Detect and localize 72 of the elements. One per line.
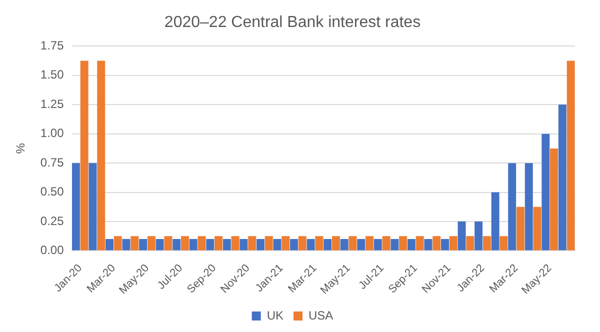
bar [298,236,306,250]
bar [156,239,164,250]
bar [524,163,533,250]
bar [390,239,399,250]
bar [256,239,264,250]
bar [198,236,206,250]
y-tick-label: 0.75 [40,155,64,170]
legend-label: UK [266,308,284,322]
bar [248,236,256,250]
bar [324,239,332,250]
bar [466,236,474,250]
bar [139,239,148,250]
bar [122,239,130,250]
bar [164,236,172,250]
bar [114,236,122,250]
y-tick-label: 1.75 [40,38,64,53]
bar [374,239,382,250]
bar [264,236,273,250]
bar [315,236,324,250]
y-tick-label: 1.50 [40,68,64,82]
bar [348,236,357,250]
y-tick-label: 0.25 [40,214,64,228]
bar [449,236,458,250]
bar [508,163,516,250]
bar [72,163,80,250]
bar [306,239,315,250]
bar [214,236,223,250]
bar [500,236,508,250]
bar [97,60,106,250]
y-tick-label: 0.00 [40,243,64,258]
bar [290,239,298,250]
bar [357,239,366,250]
bar [533,206,542,250]
bar [458,222,466,250]
bar [88,163,97,250]
bar [181,236,189,250]
bar [424,239,432,250]
bar [222,239,231,250]
bar [130,236,139,250]
bar [80,60,88,250]
bar [273,239,282,250]
bar [366,236,374,250]
y-axis-title: % [14,142,28,154]
bar [240,239,248,250]
bar [516,206,524,250]
bar [407,239,416,250]
bar [332,236,340,250]
bar [542,134,550,250]
bar [340,239,348,250]
bar [189,239,198,250]
bar [147,236,156,250]
bar [106,239,114,250]
bar [474,222,483,250]
y-tick-label: 0.50 [40,184,64,199]
bar [382,236,390,250]
bar [399,236,408,250]
bar [416,236,424,250]
bar [482,236,491,250]
bar [550,148,558,250]
bar [441,239,449,250]
y-tick-label: 1.00 [40,126,64,140]
chart-title: 2020–22 Central Bank interest rates [164,14,421,32]
bar [558,104,566,250]
bar [206,239,214,250]
bar [432,236,441,250]
bar [566,60,575,250]
bar [231,236,240,250]
legend-label: USA [308,308,334,322]
bar [491,192,500,250]
y-tick-label: 1.25 [40,96,64,111]
bar [172,239,181,250]
bar [282,236,290,250]
